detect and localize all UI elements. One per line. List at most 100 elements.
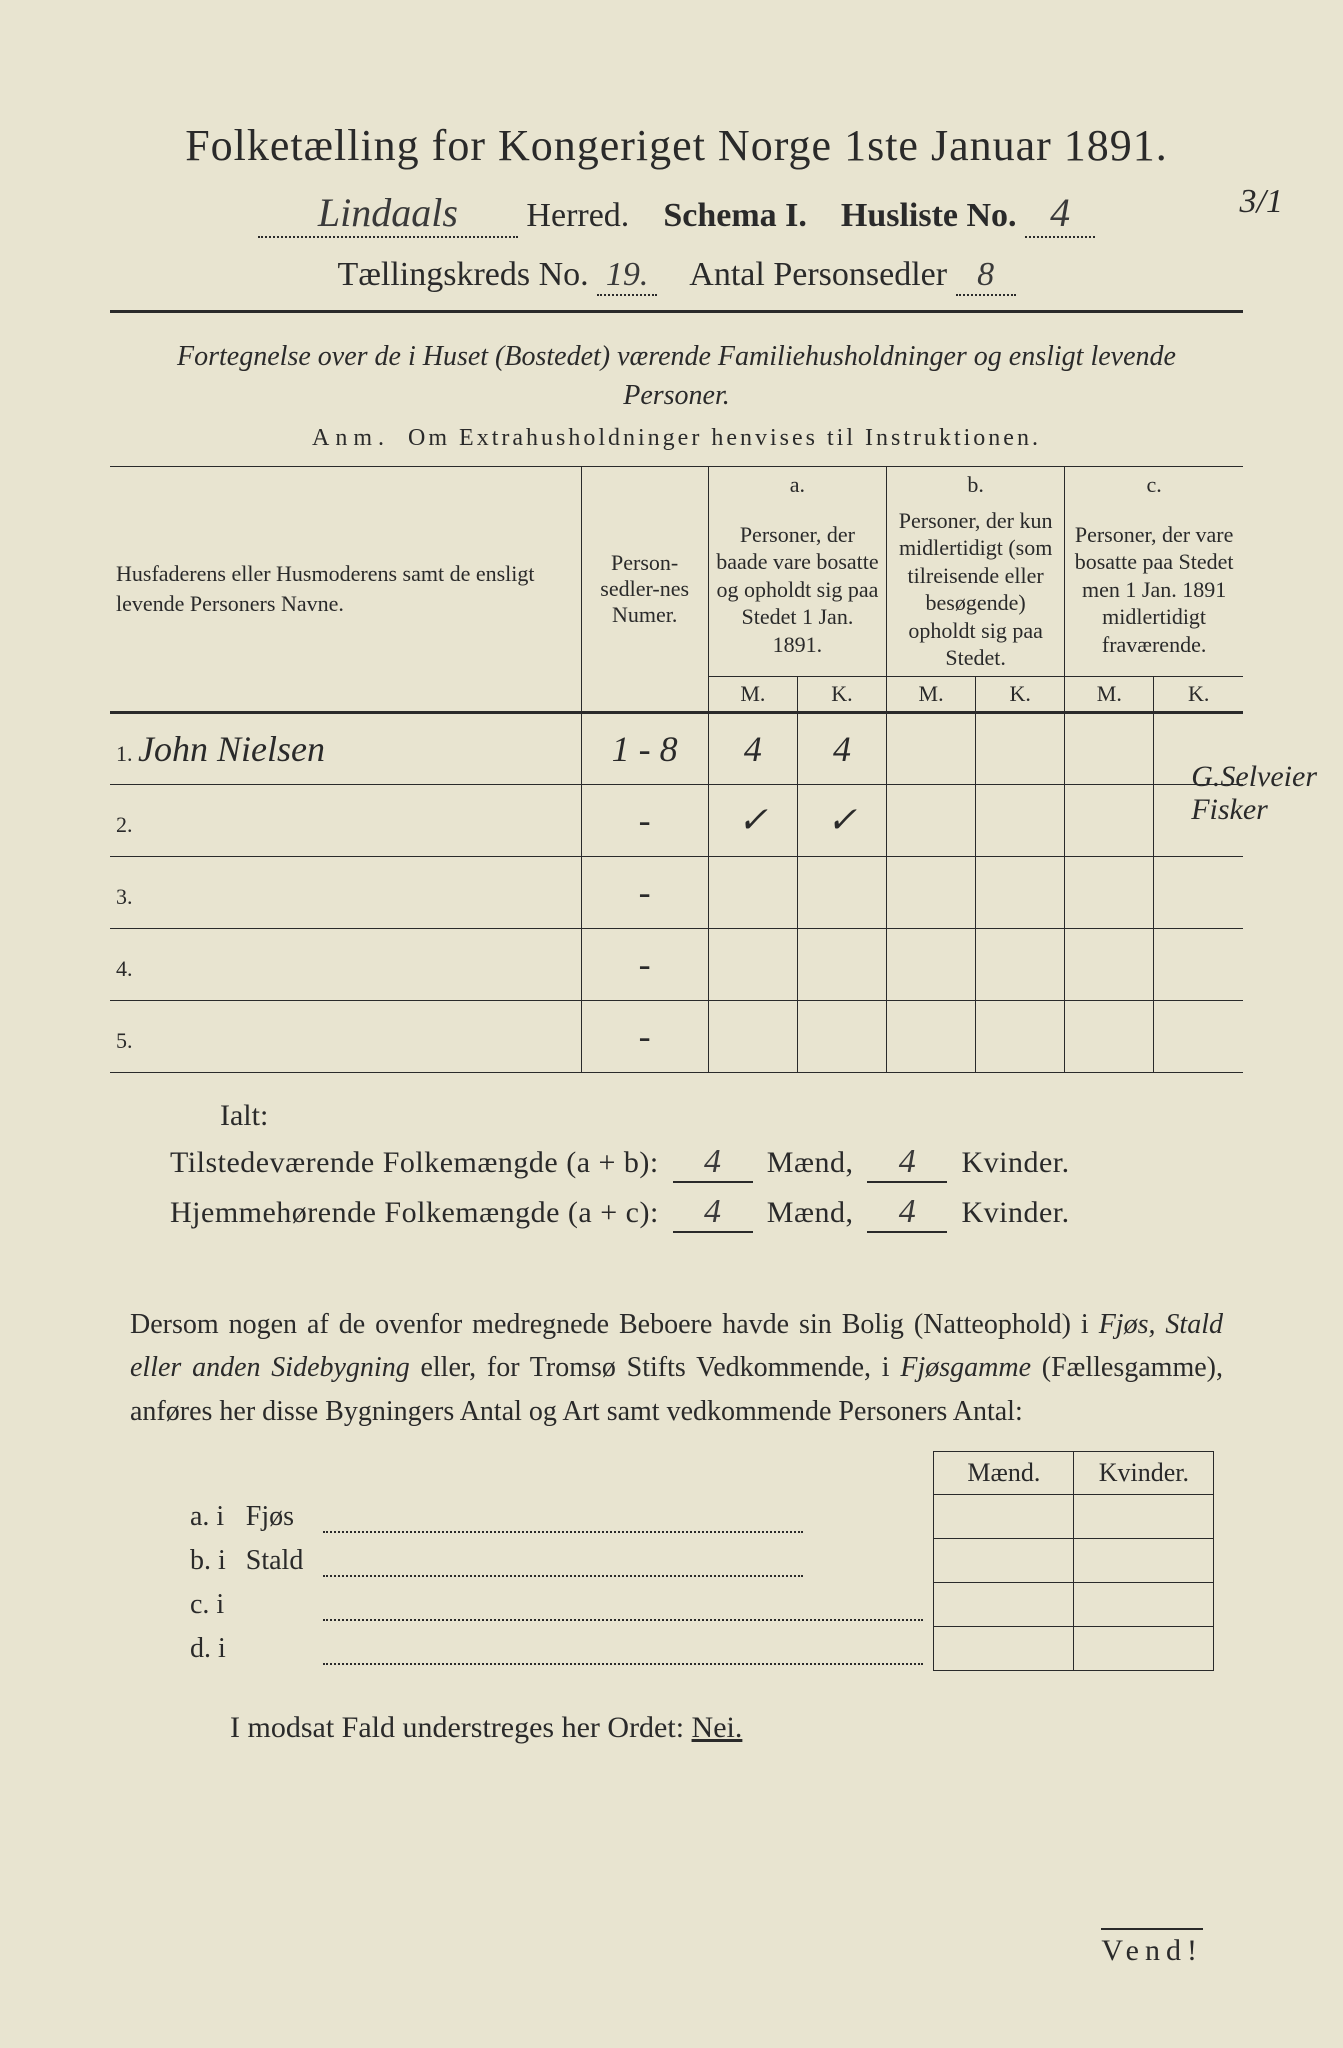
col-m: M.: [708, 676, 797, 712]
antal-label: Antal Personsedler: [689, 256, 947, 293]
row-cell: [976, 784, 1065, 856]
row-cell: -: [581, 1000, 708, 1072]
building-row: c. i: [180, 1583, 1214, 1627]
col-num: Person-sedler-nes Numer.: [581, 467, 708, 713]
table-row: 3. -: [110, 856, 1243, 928]
summary1-k: 4: [899, 1143, 917, 1180]
col-name: Husfaderens eller Husmoderens samt de en…: [110, 467, 581, 713]
nei-line: I modsat Fald understreges her Ordet: Ne…: [230, 1711, 1243, 1745]
build-type: Stald: [236, 1539, 314, 1583]
row-name-cell: 3.: [110, 856, 581, 928]
anm-text: Om Extrahusholdninger henvises til Instr…: [408, 425, 1041, 451]
table-row: 1. John Nielsen1 - 844: [110, 712, 1243, 784]
build-k-head: Kvinder.: [1074, 1452, 1214, 1495]
col-b-label: b.: [887, 467, 1065, 503]
build-letter: d. i: [180, 1627, 236, 1671]
census-table: Husfaderens eller Husmoderens samt de en…: [110, 466, 1243, 1073]
row-name-cell: 1. John Nielsen: [110, 712, 581, 784]
building-row: a. iFjøs: [180, 1495, 1214, 1539]
antal-no: 8: [977, 256, 994, 293]
row-cell: ✓: [797, 784, 886, 856]
build-letter: b. i: [180, 1539, 236, 1583]
build-dots: [313, 1539, 934, 1583]
summary1-klabel: Kvinder.: [961, 1146, 1069, 1179]
row-cell: [797, 1000, 886, 1072]
col-c: Personer, der vare bosatte paa Stedet me…: [1065, 503, 1243, 677]
row-cell: -: [581, 856, 708, 928]
col-m: M.: [887, 676, 976, 712]
row-cell: [1065, 712, 1154, 784]
row-cell: [708, 928, 797, 1000]
summary2-mlabel: Mænd,: [767, 1196, 854, 1229]
schema-label: Schema I.: [663, 197, 807, 234]
col-a-label: a.: [708, 467, 886, 503]
build-k: [1074, 1539, 1214, 1583]
row-cell: [887, 1000, 976, 1072]
col-k: K.: [797, 676, 886, 712]
vend-label: Vend!: [1101, 1928, 1203, 1968]
row-cell: [1154, 856, 1243, 928]
row-cell: [887, 856, 976, 928]
building-row: b. iStald: [180, 1539, 1214, 1583]
side-note-text: G.Selveier Fisker: [1191, 760, 1317, 826]
summary1-m: 4: [704, 1143, 722, 1180]
instruction-text: Fortegnelse over de i Huset (Bostedet) v…: [170, 337, 1183, 415]
census-form-page: Folketælling for Kongeriget Norge 1ste J…: [0, 0, 1343, 2048]
husliste-no: 4: [1050, 190, 1070, 235]
ialt-label: Ialt:: [220, 1099, 1243, 1133]
anm-line: Anm. Om Extrahusholdninger henvises til …: [110, 425, 1243, 452]
row-cell: [976, 928, 1065, 1000]
margin-date: 3/1: [1240, 183, 1283, 221]
build-dots: [313, 1495, 934, 1539]
row-cell: [1154, 1000, 1243, 1072]
row-cell: [1065, 856, 1154, 928]
build-m-head: Mænd.: [934, 1452, 1074, 1495]
build-m: [934, 1627, 1074, 1671]
build-type: [236, 1583, 314, 1627]
row-cell: 4: [797, 712, 886, 784]
col-k: K.: [976, 676, 1065, 712]
row-cell: [797, 928, 886, 1000]
build-dots: [313, 1583, 934, 1627]
col-m: M.: [1065, 676, 1154, 712]
rule-1: [110, 310, 1243, 313]
build-m: [934, 1495, 1074, 1539]
kreds-no: 19.: [606, 256, 649, 293]
row-cell: 1 - 8: [581, 712, 708, 784]
summary2-klabel: Kvinder.: [961, 1196, 1069, 1229]
row-side-note: G.Selveier Fisker: [1191, 760, 1317, 826]
build-type: [236, 1627, 314, 1671]
build-k: [1074, 1627, 1214, 1671]
summary-1: Tilstedeværende Folkemængde (a + b): 4 M…: [170, 1143, 1243, 1183]
summary1-label: Tilstedeværende Folkemængde (a + b):: [170, 1146, 659, 1179]
nei-word: Nei.: [692, 1711, 743, 1744]
header-line-3: Tællingskreds No. 19. Antal Personsedler…: [110, 256, 1243, 296]
row-cell: 4: [708, 712, 797, 784]
nei-pre: I modsat Fald understreges her Ordet:: [230, 1711, 692, 1744]
husliste-label: Husliste No.: [841, 197, 1017, 234]
herred-label: Herred.: [526, 197, 629, 234]
herred-value: Lindaals: [318, 190, 458, 235]
summary2-label: Hjemmehørende Folkemængde (a + c):: [170, 1196, 659, 1229]
row-cell: [976, 1000, 1065, 1072]
row-cell: [887, 928, 976, 1000]
summary-2: Hjemmehørende Folkemængde (a + c): 4 Mæn…: [170, 1193, 1243, 1233]
build-type: Fjøs: [236, 1495, 314, 1539]
col-b: Personer, der kun midlertidigt (som tilr…: [887, 503, 1065, 677]
row-cell: [887, 712, 976, 784]
col-a: Personer, der baade vare bosatte og opho…: [708, 503, 886, 677]
table-row: 2. -✓✓: [110, 784, 1243, 856]
paragraph: Dersom nogen af de ovenfor medregnede Be…: [130, 1303, 1223, 1433]
row-cell: [797, 856, 886, 928]
build-k: [1074, 1495, 1214, 1539]
row-cell: [708, 1000, 797, 1072]
build-k: [1074, 1583, 1214, 1627]
build-letter: a. i: [180, 1495, 236, 1539]
row-cell: [1154, 928, 1243, 1000]
build-letter: c. i: [180, 1583, 236, 1627]
row-name-cell: 5.: [110, 1000, 581, 1072]
build-m: [934, 1539, 1074, 1583]
row-cell: [1065, 928, 1154, 1000]
col-k: K.: [1154, 676, 1243, 712]
kreds-label: Tællingskreds No.: [337, 256, 588, 293]
